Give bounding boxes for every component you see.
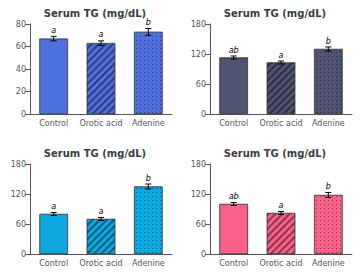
svg-text:0: 0: [201, 110, 206, 119]
svg-text:Control: Control: [219, 119, 248, 128]
svg-text:b: b: [326, 182, 331, 191]
svg-text:Control: Control: [39, 259, 68, 268]
svg-text:b: b: [146, 18, 151, 27]
svg-text:Control: Control: [219, 259, 248, 268]
svg-text:b: b: [326, 37, 331, 46]
svg-text:60: 60: [16, 220, 26, 229]
svg-text:Adenine: Adenine: [132, 259, 165, 268]
svg-text:0: 0: [21, 250, 26, 259]
svg-text:60: 60: [196, 80, 206, 89]
svg-text:Serum TG (mg/dL): Serum TG (mg/dL): [224, 8, 326, 19]
svg-text:180: 180: [11, 160, 26, 169]
svg-text:ab: ab: [229, 192, 239, 201]
svg-text:80: 80: [16, 20, 26, 29]
svg-text:0: 0: [201, 250, 206, 259]
svg-text:Orotic acid: Orotic acid: [259, 119, 302, 128]
svg-text:Orotic acid: Orotic acid: [79, 119, 122, 128]
svg-text:Adenine: Adenine: [312, 259, 345, 268]
svg-text:a: a: [99, 30, 104, 39]
svg-text:Orotic acid: Orotic acid: [79, 259, 122, 268]
svg-text:a: a: [51, 26, 56, 35]
svg-text:Orotic acid: Orotic acid: [259, 259, 302, 268]
svg-text:Serum TG (mg/dL): Serum TG (mg/dL): [224, 148, 326, 159]
svg-text:a: a: [279, 201, 284, 210]
svg-text:Control: Control: [39, 119, 68, 128]
svg-text:120: 120: [11, 190, 26, 199]
svg-text:Serum TG (mg/dL): Serum TG (mg/dL): [44, 8, 146, 19]
svg-text:60: 60: [196, 220, 206, 229]
svg-text:a: a: [51, 202, 56, 211]
svg-text:40: 40: [16, 65, 26, 74]
svg-text:b: b: [146, 174, 151, 183]
svg-text:a: a: [99, 207, 104, 216]
svg-text:ab: ab: [229, 46, 239, 55]
svg-text:Adenine: Adenine: [312, 119, 345, 128]
svg-text:Serum TG (mg/dL): Serum TG (mg/dL): [44, 148, 146, 159]
svg-text:180: 180: [191, 20, 206, 29]
svg-text:Adenine: Adenine: [132, 119, 165, 128]
svg-text:120: 120: [191, 50, 206, 59]
svg-text:20: 20: [16, 87, 26, 96]
svg-text:60: 60: [16, 42, 26, 51]
svg-text:a: a: [279, 51, 284, 60]
svg-text:120: 120: [191, 190, 206, 199]
svg-text:0: 0: [21, 110, 26, 119]
svg-text:180: 180: [191, 160, 206, 169]
